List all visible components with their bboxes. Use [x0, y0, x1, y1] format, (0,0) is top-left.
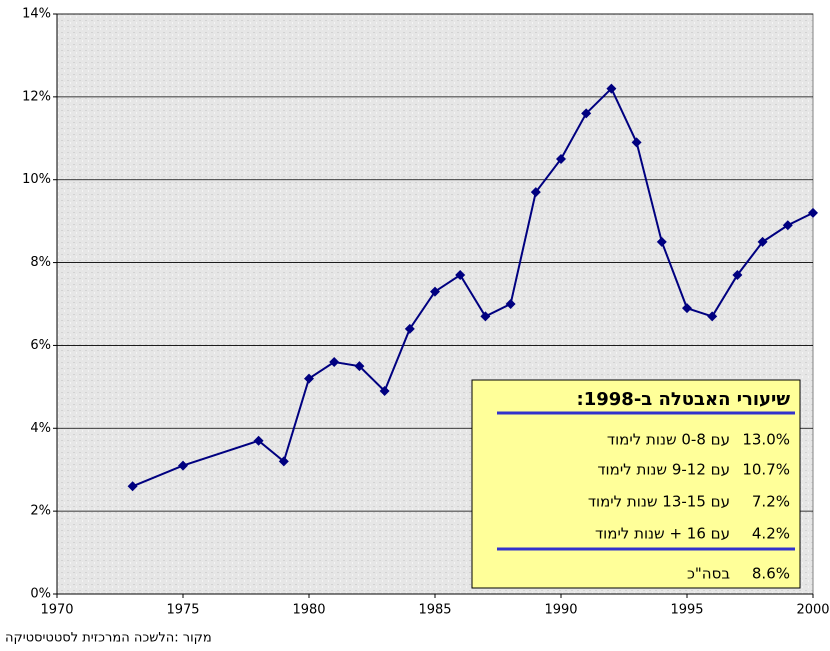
annotation-title: שיעורי האבטלה ב-1998: — [577, 389, 791, 410]
annotation-value: 10.7% — [742, 461, 790, 479]
data-point — [404, 323, 415, 334]
annotation-label: עם 16 + שנות לימוד — [595, 525, 730, 543]
annotation-value: 8.6% — [752, 565, 790, 583]
data-point — [556, 154, 566, 164]
data-point — [329, 357, 340, 367]
source: מקור :הלשכה המרכזית לסטטיסטיקה — [5, 631, 212, 646]
x-tick-label: 1980 — [292, 603, 325, 618]
data-point — [606, 83, 617, 94]
data-point — [379, 386, 390, 396]
annotation-value: 13.0% — [742, 431, 790, 449]
annotation-label: בסה"כ — [687, 565, 730, 583]
x-tick-label: 1990 — [544, 603, 577, 618]
data-point — [455, 270, 466, 280]
data-point — [127, 481, 138, 492]
x-tick-label: 1970 — [40, 603, 73, 618]
y-tick-label: 4% — [30, 421, 51, 436]
x-tick-label: 1975 — [166, 603, 199, 618]
data-point — [530, 187, 541, 198]
data-point — [178, 460, 188, 471]
annotation-label: עם 0-8 שנות לימוד — [607, 431, 730, 449]
annotation-value: 4.2% — [752, 525, 790, 543]
data-point — [581, 108, 592, 119]
data-point — [682, 303, 692, 314]
x-tick-label: 1995 — [670, 603, 703, 618]
y-tick-label: 8% — [30, 255, 51, 270]
data-point — [631, 137, 642, 148]
y-tick-label: 0% — [30, 587, 51, 602]
data-point — [480, 311, 491, 322]
data-point — [304, 373, 314, 384]
y-tick-label: 10% — [22, 172, 51, 187]
data-point — [782, 220, 793, 231]
data-point — [757, 236, 768, 247]
data-point — [732, 270, 743, 280]
y-tick-label: 12% — [22, 89, 51, 104]
data-point — [808, 207, 818, 218]
data-point — [253, 435, 264, 446]
annotation-box — [471, 379, 801, 589]
data-point — [656, 236, 667, 247]
x-tick-label: 1985 — [418, 603, 451, 618]
data-point — [430, 286, 440, 297]
data-point — [354, 361, 365, 372]
y-tick-label: 14% — [22, 7, 51, 22]
annotation-label: עם 9-12 שנות לימוד — [597, 461, 730, 479]
data-point — [707, 311, 718, 322]
data-point — [278, 456, 289, 467]
y-tick-label: 2% — [30, 504, 51, 519]
annotation-label: עם 13-15 שנות לימוד — [588, 493, 730, 511]
y-tick-label: 6% — [30, 338, 51, 353]
x-tick-label: 2000 — [796, 603, 829, 618]
data-point — [505, 299, 516, 309]
annotation-value: 7.2% — [752, 493, 790, 511]
